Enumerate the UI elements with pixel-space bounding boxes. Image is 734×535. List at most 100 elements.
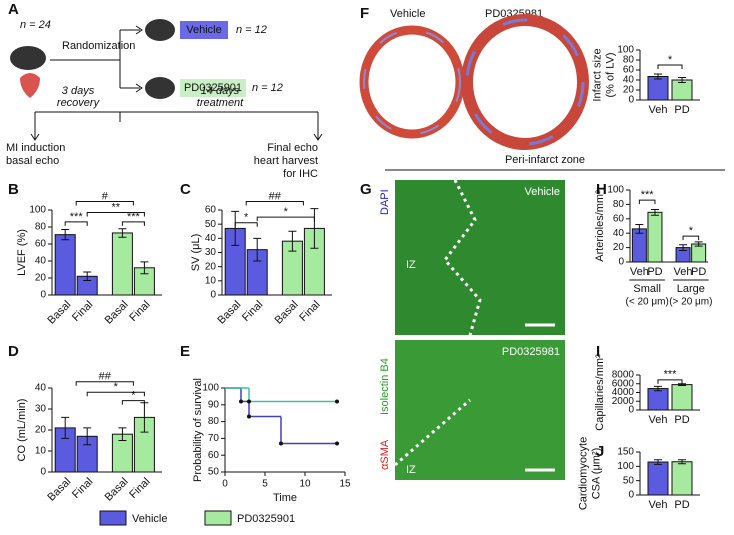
x-tick-label: Veh bbox=[649, 414, 668, 426]
y-tick-label: 50 bbox=[205, 219, 217, 230]
y-tick-label: 30 bbox=[205, 247, 217, 258]
x-tick-label: Basal bbox=[103, 476, 131, 504]
y-tick-label: 60 bbox=[613, 213, 625, 224]
y-tick-label: 0 bbox=[40, 290, 46, 301]
group-box bbox=[180, 79, 246, 97]
group-box bbox=[180, 21, 228, 39]
arrow bbox=[30, 133, 323, 141]
y-tick-label: 90 bbox=[208, 399, 220, 410]
significance-bracket bbox=[682, 235, 700, 241]
significance-bracket bbox=[256, 216, 315, 222]
y-tick-label: 0 bbox=[628, 490, 634, 501]
y-tick-label: 30 bbox=[35, 404, 47, 415]
diagram-text: 3 days bbox=[62, 85, 95, 97]
x-tick-label: Veh bbox=[649, 499, 668, 511]
x-tick-label: Basal bbox=[45, 299, 73, 327]
x-tick-label: PD bbox=[674, 104, 689, 116]
mouse-icon bbox=[145, 19, 175, 41]
heart-section bbox=[465, 18, 585, 146]
error-bar bbox=[83, 271, 92, 282]
y-tick-label: 100 bbox=[607, 185, 624, 196]
y-tick-label: 80 bbox=[208, 416, 220, 427]
diagram-text: n = 12 bbox=[236, 24, 267, 36]
error-bar bbox=[635, 224, 644, 234]
y-axis-label: LVEF (%) bbox=[16, 229, 28, 276]
y-tick-label: 6000 bbox=[612, 378, 635, 389]
y-tick-label: 50 bbox=[623, 475, 635, 486]
significance-bracket bbox=[75, 201, 134, 206]
x-tick-label: Veh bbox=[630, 266, 649, 278]
significance-bracket bbox=[657, 64, 683, 69]
bar bbox=[671, 461, 693, 496]
y-tick-label: 8000 bbox=[612, 370, 635, 381]
panel-label: A bbox=[8, 1, 19, 18]
legend-swatch bbox=[99, 510, 127, 526]
error-bar bbox=[679, 244, 688, 251]
infarct-border bbox=[443, 179, 482, 336]
bar bbox=[631, 228, 647, 263]
bar bbox=[647, 388, 669, 411]
diagram-text: for IHC bbox=[283, 168, 318, 180]
significance-label: ## bbox=[269, 190, 282, 202]
y-tick-label: 0 bbox=[210, 290, 216, 301]
significance-bracket bbox=[245, 201, 304, 206]
group-label: Small bbox=[633, 283, 661, 295]
y-tick-label: 80 bbox=[613, 199, 625, 210]
x-tick-label: 5 bbox=[262, 479, 268, 490]
legend-label: Vehicle bbox=[132, 513, 167, 525]
y-tick-label: 100 bbox=[29, 205, 46, 216]
x-tick-label: 0 bbox=[222, 479, 228, 490]
y-tick-label: 80 bbox=[35, 222, 47, 233]
significance-label: * bbox=[668, 54, 673, 66]
x-tick-label: 15 bbox=[339, 479, 351, 490]
bar bbox=[54, 234, 76, 296]
diagram-text: Vehicle bbox=[186, 24, 221, 36]
y-tick-label: 20 bbox=[613, 242, 625, 253]
x-tick-label: Final bbox=[70, 299, 95, 324]
y-tick-label: 100 bbox=[617, 461, 634, 472]
x-tick-label: PD bbox=[674, 499, 689, 511]
y-tick-label: 20 bbox=[205, 261, 217, 272]
error-bar bbox=[231, 210, 240, 246]
x-tick-label: Basal bbox=[45, 476, 73, 504]
micrograph bbox=[395, 340, 565, 480]
x-tick-label: Basal bbox=[103, 299, 131, 327]
y-tick-label: 40 bbox=[623, 75, 635, 86]
survival-point bbox=[247, 399, 251, 404]
x-tick-label: PD bbox=[647, 266, 662, 278]
diagram-text: recovery bbox=[57, 97, 101, 109]
diagram-text: Final echo bbox=[267, 142, 318, 154]
y-tick-label: 0 bbox=[628, 95, 634, 106]
panel-label: B bbox=[8, 181, 19, 198]
significance-label: *** bbox=[127, 211, 141, 223]
survival-point bbox=[247, 414, 251, 419]
error-bar bbox=[118, 427, 127, 441]
significance-label: *** bbox=[70, 211, 84, 223]
section-title: Peri-infarct zone bbox=[505, 154, 585, 166]
y-axis-label: Cardiomyocyte bbox=[577, 437, 589, 510]
timeline bbox=[34, 111, 319, 140]
panel-label: F bbox=[360, 5, 369, 22]
error-bar bbox=[310, 208, 319, 249]
diagram-text: heart harvest bbox=[254, 155, 318, 167]
significance-bracket bbox=[657, 379, 683, 384]
error-bar bbox=[654, 73, 662, 80]
image-label: Vehicle bbox=[525, 186, 560, 198]
branch-line bbox=[50, 29, 140, 89]
x-tick-label: Basal bbox=[273, 299, 301, 327]
significance-label: * bbox=[131, 390, 136, 402]
x-tick-label: Basal bbox=[215, 299, 243, 327]
group-note: (> 20 μm) bbox=[669, 297, 712, 308]
x-tick-label: PD bbox=[691, 266, 706, 278]
diagram-text: PD0325901 bbox=[184, 82, 242, 94]
significance-label: *** bbox=[664, 369, 678, 381]
survival-point bbox=[279, 441, 283, 446]
bar bbox=[647, 76, 669, 101]
group-note: (< 20 μm) bbox=[626, 297, 669, 308]
significance-bracket bbox=[638, 199, 656, 205]
diagram-text: basal echo bbox=[6, 155, 59, 167]
diagram-text: 14 days bbox=[201, 85, 240, 97]
significance-bracket bbox=[64, 221, 88, 226]
panel-label: I bbox=[596, 343, 600, 360]
x-tick-label: Veh bbox=[674, 266, 693, 278]
